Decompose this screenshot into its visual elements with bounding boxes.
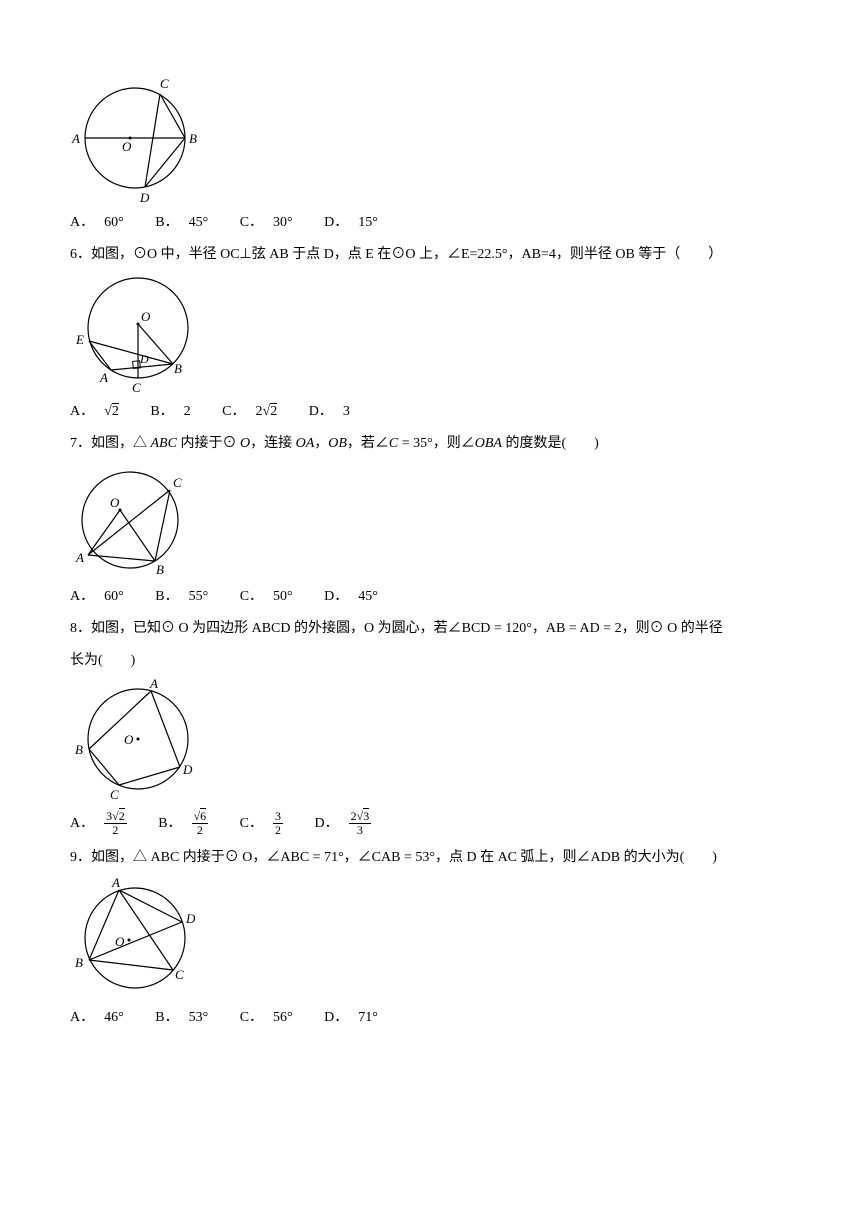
q7-opt-a[interactable]: A．60°	[70, 586, 124, 608]
q5-opt-c[interactable]: C．30°	[240, 212, 293, 234]
svg-text:C: C	[110, 787, 119, 802]
svg-text:O: O	[141, 309, 151, 324]
svg-text:B: B	[189, 131, 197, 146]
q5-svg: A B C D O	[70, 76, 215, 206]
q8-opt-b[interactable]: B．√62	[158, 810, 208, 837]
q7-text: 7．如图，△ ABC 内接于⊙ O，连接 OA，OB，若∠C = 35°，则∠O…	[70, 433, 790, 455]
q8-opt-c[interactable]: C．32	[240, 810, 283, 837]
q6-opt-d[interactable]: D．3	[309, 401, 350, 423]
svg-text:O: O	[115, 934, 125, 949]
q9-figure: O A B C D	[70, 876, 790, 1001]
q7-svg: O A B C	[70, 462, 205, 580]
svg-text:E: E	[75, 332, 84, 347]
q6-block: 6．如图，⊙O 中，半径 OC⊥弦 AB 于点 D，点 E 在⊙O 上，∠E=2…	[70, 244, 790, 423]
q8-opt-a[interactable]: A．3√22	[70, 810, 127, 837]
q6-opt-a[interactable]: A．√2	[70, 401, 119, 423]
q9-opt-d[interactable]: D．71°	[324, 1007, 378, 1029]
q5-opt-b[interactable]: B．45°	[155, 212, 208, 234]
q6-svg: O E A B C D	[70, 273, 210, 395]
svg-text:C: C	[132, 380, 141, 395]
q9-opt-b[interactable]: B．53°	[155, 1007, 208, 1029]
svg-text:O: O	[110, 495, 120, 510]
q5-figure: A B C D O	[70, 76, 790, 206]
svg-text:A: A	[99, 370, 108, 385]
q8-options: A．3√22 B．√62 C．32 D．2√33	[70, 810, 790, 837]
svg-text:D: D	[139, 190, 150, 205]
q6-opt-c[interactable]: C．2√2	[222, 401, 277, 423]
svg-text:A: A	[111, 876, 120, 890]
q7-options: A．60° B．55° C．50° D．45°	[70, 586, 790, 608]
svg-text:B: B	[75, 742, 83, 757]
svg-text:C: C	[175, 967, 184, 982]
q5-opt-d[interactable]: D．15°	[324, 212, 378, 234]
q8-block: 8．如图，已知⊙ O 为四边形 ABCD 的外接圆，O 为圆心，若∠BCD = …	[70, 618, 790, 837]
q7-figure: O A B C	[70, 462, 790, 580]
svg-text:C: C	[173, 475, 182, 490]
q9-opt-a[interactable]: A．46°	[70, 1007, 124, 1029]
q9-block: 9．如图，△ ABC 内接于⊙ O，∠ABC = 71°，∠CAB = 53°，…	[70, 847, 790, 1029]
q9-options: A．46° B．53° C．56° D．71°	[70, 1007, 790, 1029]
q6-figure: O E A B C D	[70, 273, 790, 395]
svg-text:A: A	[149, 679, 158, 691]
q7-opt-c[interactable]: C．50°	[240, 586, 293, 608]
svg-text:A: A	[75, 550, 84, 565]
q6-text: 6．如图，⊙O 中，半径 OC⊥弦 AB 于点 D，点 E 在⊙O 上，∠E=2…	[70, 244, 790, 266]
q5-block: A B C D O A．60° B．45° C．30° D．15°	[70, 76, 790, 234]
q9-text: 9．如图，△ ABC 内接于⊙ O，∠ABC = 71°，∠CAB = 53°，…	[70, 847, 790, 869]
svg-text:C: C	[160, 76, 169, 91]
svg-text:A: A	[71, 131, 80, 146]
q8-svg: O A B C D	[70, 679, 215, 804]
q8-opt-d[interactable]: D．2√33	[315, 810, 372, 837]
q9-svg: O A B C D	[70, 876, 215, 1001]
q7-opt-d[interactable]: D．45°	[324, 586, 378, 608]
q6-options: A．√2 B．2 C．2√2 D．3	[70, 401, 790, 423]
svg-text:D: D	[182, 762, 193, 777]
svg-text:B: B	[174, 361, 182, 376]
svg-text:B: B	[156, 562, 164, 577]
svg-text:D: D	[185, 911, 196, 926]
q9-opt-c[interactable]: C．56°	[240, 1007, 293, 1029]
q5-options: A．60° B．45° C．30° D．15°	[70, 212, 790, 234]
q8-figure: O A B C D	[70, 679, 790, 804]
q7-block: 7．如图，△ ABC 内接于⊙ O，连接 OA，OB，若∠C = 35°，则∠O…	[70, 433, 790, 608]
svg-text:D: D	[139, 352, 149, 366]
q5-opt-a[interactable]: A．60°	[70, 212, 124, 234]
q7-opt-b[interactable]: B．55°	[155, 586, 208, 608]
q8-text: 8．如图，已知⊙ O 为四边形 ABCD 的外接圆，O 为圆心，若∠BCD = …	[70, 618, 790, 673]
q6-opt-b[interactable]: B．2	[150, 401, 190, 423]
svg-text:O: O	[122, 139, 132, 154]
svg-text:O: O	[124, 732, 134, 747]
svg-text:B: B	[75, 955, 83, 970]
